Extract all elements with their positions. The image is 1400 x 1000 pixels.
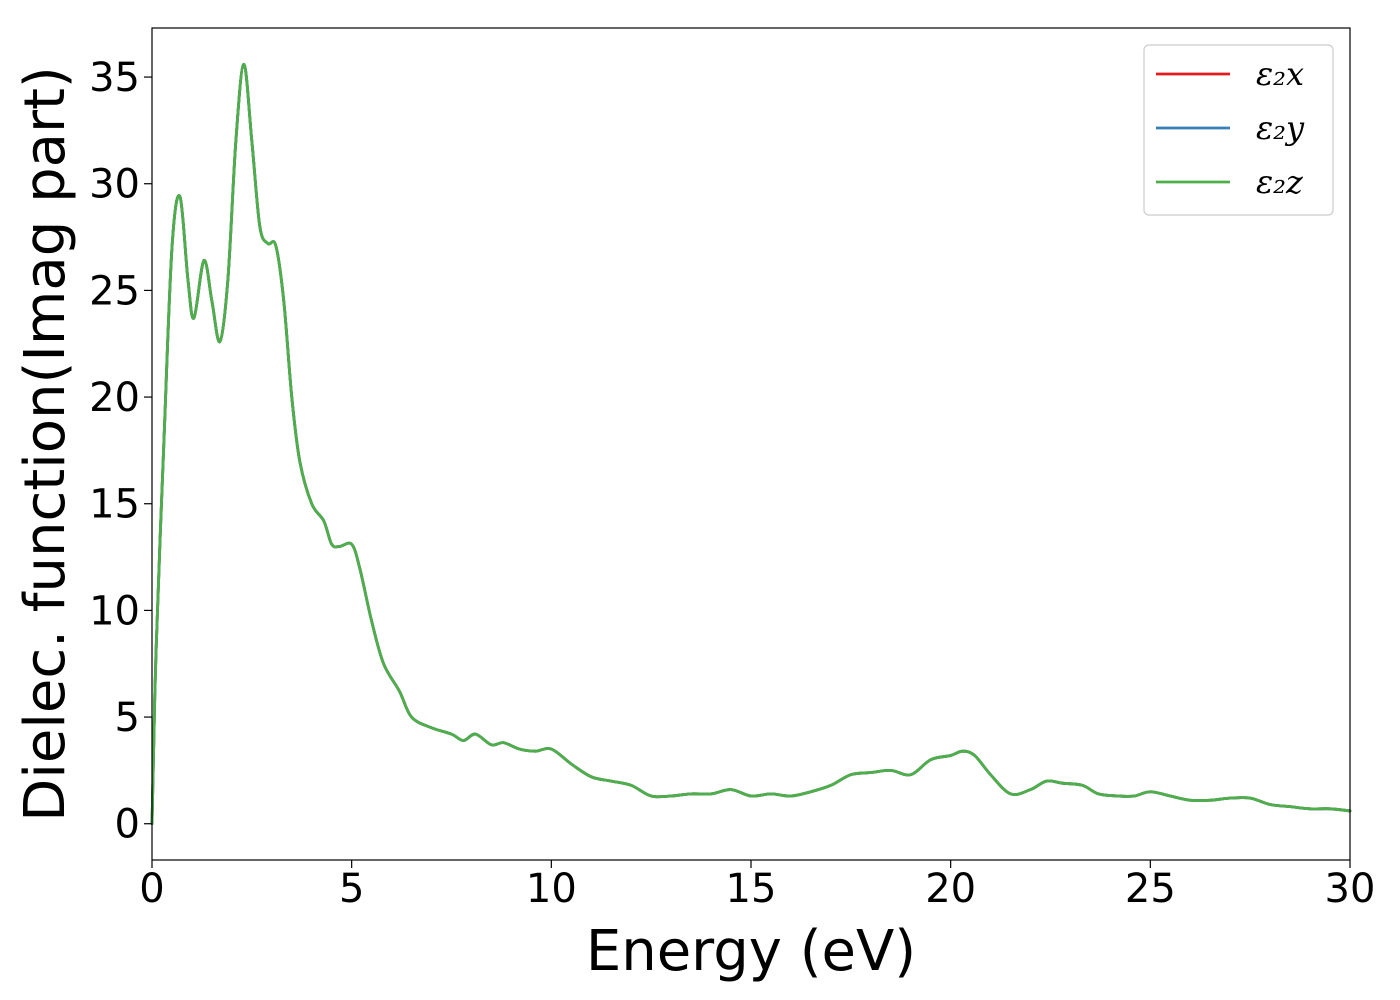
x-tick-label: 15	[726, 866, 777, 912]
y-tick-label: 35	[89, 55, 140, 101]
x-axis-ticks: 0 5 10 15 20 25 30	[139, 860, 1375, 912]
legend-label-2: ε₂y	[1256, 109, 1305, 147]
x-tick-label: 25	[1125, 866, 1176, 912]
x-axis-label: Energy (eV)	[586, 919, 916, 984]
y-tick-label: 10	[89, 588, 140, 634]
legend-box	[1143, 44, 1334, 216]
legend-label-1: ε₂x	[1256, 55, 1304, 93]
x-tick-label: 5	[339, 866, 364, 912]
series-line-3	[150, 62, 1352, 826]
series-layer	[150, 62, 1352, 826]
legend-label-3: ε₂z	[1256, 163, 1304, 201]
x-tick-label: 0	[139, 866, 164, 912]
y-tick-label: 15	[89, 482, 140, 528]
x-tick-label: 10	[526, 866, 577, 912]
y-tick-label: 25	[89, 268, 140, 314]
legend: ε₂x ε₂y ε₂z	[1143, 44, 1334, 216]
y-tick-label: 5	[115, 695, 140, 741]
x-tick-label: 30	[1325, 866, 1376, 912]
y-axis-ticks: 0 5 10 15 20 25 30 35	[89, 55, 152, 848]
y-tick-label: 30	[89, 162, 140, 208]
y-axis-label: Dielec. function(Imag part)	[13, 66, 78, 822]
y-tick-label: 0	[115, 802, 140, 848]
x-tick-label: 20	[925, 866, 976, 912]
y-tick-label: 20	[89, 375, 140, 421]
